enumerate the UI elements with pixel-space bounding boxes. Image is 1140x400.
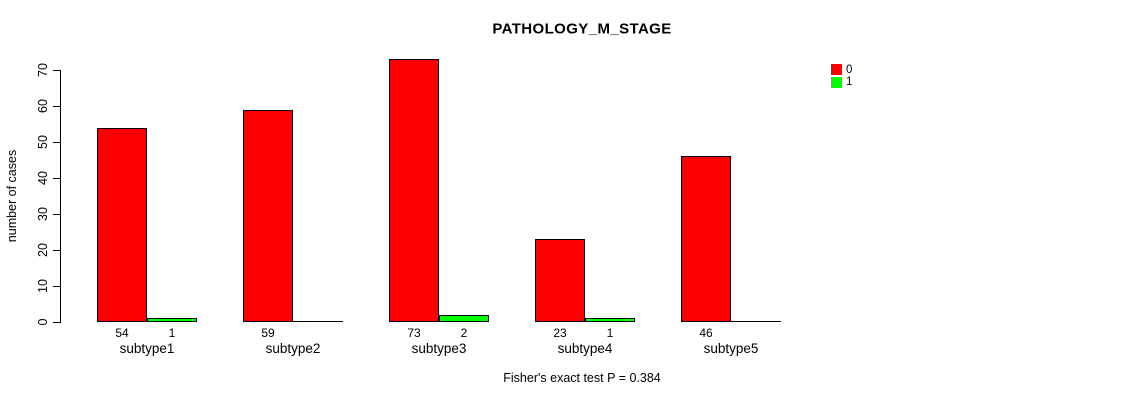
x-category-label: subtype5 <box>703 341 759 356</box>
y-axis-tick-label: 10 <box>36 279 50 293</box>
y-axis-tick <box>53 106 60 107</box>
bar-value-label: 46 <box>699 326 713 340</box>
x-category-label: subtype3 <box>411 341 467 356</box>
y-axis-tick <box>53 70 60 71</box>
bar-value-label: 59 <box>261 326 275 340</box>
y-axis-tick <box>53 322 60 323</box>
legend-label: 1 <box>846 76 853 88</box>
bar-0-subtype4 <box>535 239 585 322</box>
y-axis-tick <box>53 250 60 251</box>
y-axis-tick-label: 40 <box>36 171 50 185</box>
legend-swatch-1 <box>831 76 842 88</box>
bar-0-subtype1 <box>97 128 147 322</box>
bar-1-subtype5 <box>731 321 781 322</box>
chart-title: PATHOLOGY_M_STAGE <box>492 20 672 38</box>
y-axis-tick <box>53 178 60 179</box>
x-category-label: subtype2 <box>265 341 321 356</box>
bar-0-subtype2 <box>243 110 293 322</box>
bar-0-subtype3 <box>389 59 439 322</box>
y-axis-line <box>60 70 61 323</box>
legend-label: 0 <box>846 63 853 76</box>
y-axis-tick-label: 0 <box>36 318 50 326</box>
bar-value-label: 23 <box>553 326 567 340</box>
y-axis-tick-label: 60 <box>36 99 50 113</box>
bar-value-label: 54 <box>115 326 129 340</box>
bar-value-label: 73 <box>407 326 421 340</box>
bar-1-subtype2 <box>293 321 343 322</box>
bar-value-label: 1 <box>606 326 614 340</box>
bar-1-subtype1 <box>147 318 197 322</box>
y-axis-tick <box>53 286 60 287</box>
y-axis-label: number of cases <box>5 149 19 243</box>
y-axis-tick <box>53 214 60 215</box>
y-axis-tick <box>53 142 60 143</box>
bar-value-label: 1 <box>168 326 176 340</box>
y-axis-tick-label: 50 <box>36 135 50 149</box>
x-category-label: subtype1 <box>119 341 175 356</box>
bar-1-subtype4 <box>585 318 635 322</box>
y-axis-tick-label: 30 <box>36 207 50 221</box>
legend-swatch-0 <box>831 64 842 75</box>
bar-1-subtype3 <box>439 315 489 322</box>
bar-value-label: 2 <box>460 326 468 340</box>
y-axis-tick-label: 70 <box>36 63 50 77</box>
fisher-test-annotation: Fisher's exact test P = 0.384 <box>503 371 661 385</box>
y-axis-tick-label: 20 <box>36 243 50 257</box>
x-category-label: subtype4 <box>557 341 613 356</box>
bar-0-subtype5 <box>681 156 731 322</box>
